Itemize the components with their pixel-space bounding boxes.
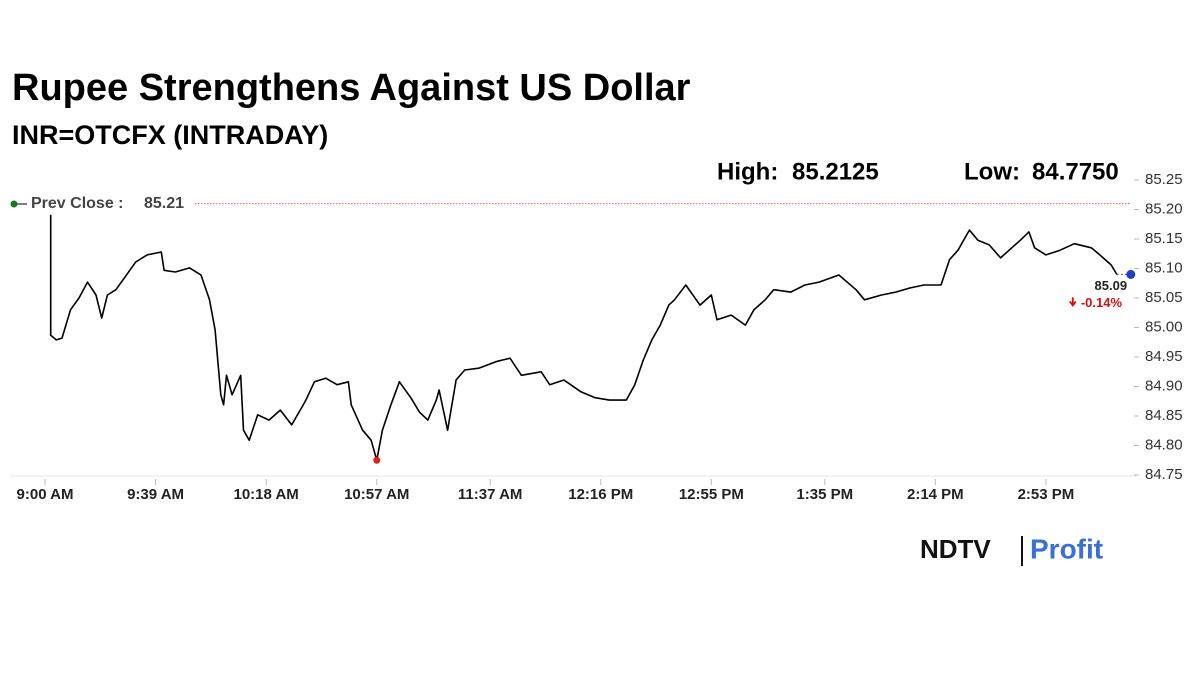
x-tick-label: 2:53 PM: [1018, 486, 1075, 503]
change-label: -0.14%: [1081, 295, 1123, 310]
y-tick-label: 84.75: [1145, 466, 1183, 483]
y-tick-label: 85.25: [1145, 171, 1183, 188]
chart-title: Rupee Strengthens Against US Dollar: [12, 67, 691, 109]
x-tick-label: 2:14 PM: [907, 486, 964, 503]
y-tick-label: 84.90: [1145, 377, 1183, 394]
x-tick-label: 12:55 PM: [679, 486, 744, 503]
y-tick-label: 84.80: [1145, 436, 1183, 453]
logo-profit: Profit: [1030, 533, 1103, 564]
low-label: Low:: [964, 158, 1020, 185]
change-arrow: [1069, 297, 1077, 307]
x-tick-label: 9:39 AM: [127, 486, 184, 503]
low-marker: [373, 456, 381, 464]
y-tick-label: 85.10: [1145, 259, 1183, 276]
y-tick-label: 85.20: [1145, 200, 1183, 217]
y-tick-label: 85.15: [1145, 230, 1183, 247]
y-tick-label: 85.00: [1145, 318, 1183, 335]
prev-close-value: 85.21: [144, 195, 184, 212]
x-tick-label: 10:57 AM: [344, 486, 409, 503]
y-tick-label: 84.95: [1145, 348, 1183, 365]
prev-close-label: Prev Close :: [31, 195, 123, 212]
x-tick-label: 1:35 PM: [796, 486, 853, 503]
high-value: 85.2125: [792, 158, 879, 185]
chart-subtitle: INR=OTCFX (INTRADAY): [12, 120, 328, 150]
last-marker: [1126, 269, 1136, 279]
x-tick-label: 11:37 AM: [458, 486, 522, 503]
y-tick-label: 84.85: [1145, 407, 1183, 424]
x-tick-label: 10:18 AM: [234, 486, 299, 503]
low-value: 84.7750: [1032, 158, 1119, 185]
price-line: [49, 214, 1118, 461]
last-value-label: 85.09: [1095, 278, 1128, 293]
high-label: High:: [717, 158, 778, 185]
x-tick-label: 12:16 PM: [568, 486, 633, 503]
x-tick-label: 9:00 AM: [17, 486, 74, 503]
y-tick-label: 85.05: [1145, 289, 1183, 306]
logo-ndtv: NDTV: [920, 534, 991, 564]
